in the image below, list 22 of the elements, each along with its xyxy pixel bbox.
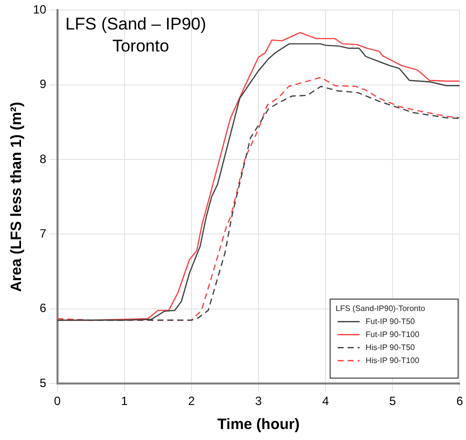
x-tick-label: 0 (54, 394, 62, 408)
x-tick-label: 4 (322, 394, 330, 408)
y-tick-label: 6 (40, 301, 47, 316)
legend-label: His-IP 90-T100 (366, 356, 420, 365)
x-tick-label: 3 (255, 394, 262, 408)
x-tick-label: 1 (121, 394, 128, 408)
y-tick-label: 7 (40, 226, 47, 241)
legend-label: Fut-IP 90-T50 (366, 316, 416, 326)
x-axis-title: Time (hour) (217, 416, 300, 434)
x-tick-label: 6 (456, 394, 464, 408)
chart-title: LFS (Sand – IP90) (65, 14, 206, 34)
text: Toronto (112, 36, 170, 56)
y-axis-title: Area (LFS less than 1) (m²) (8, 102, 26, 292)
y-tick-label: 8 (40, 152, 47, 166)
legend-label: Fut-IP 90-T100 (366, 330, 420, 339)
legend-label: His-IP 90-T50 (366, 342, 416, 352)
y-tick-label: 10 (32, 2, 47, 17)
x-tick-label: 2 (188, 394, 196, 408)
y-tick-label: 5 (40, 376, 47, 390)
y-tick-label: 9 (40, 77, 47, 92)
legend-title: LFS (Sand-IP90)-Toronto (336, 304, 426, 313)
x-tick-label: 5 (389, 394, 396, 408)
